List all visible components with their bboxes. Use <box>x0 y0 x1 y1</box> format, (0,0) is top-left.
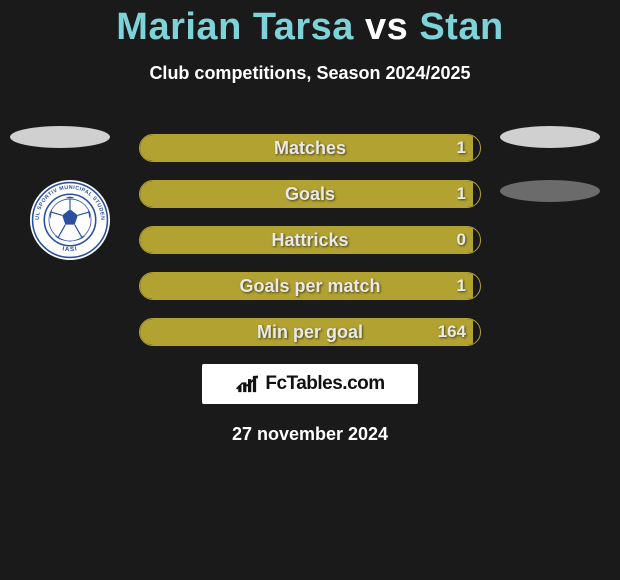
player1-name: Marian Tarsa <box>116 6 354 48</box>
stat-row: Hattricks0 <box>139 226 481 254</box>
chart-icon <box>235 373 261 395</box>
stat-value: 1 <box>457 181 466 207</box>
subtitle: Club competitions, Season 2024/2025 <box>0 63 620 84</box>
player2-name: Stan <box>419 6 503 48</box>
decorative-ellipse-left <box>10 126 110 148</box>
stat-label: Matches <box>140 135 480 161</box>
stat-row: Goals per match1 <box>139 272 481 300</box>
stat-label: Hattricks <box>140 227 480 253</box>
decorative-ellipse-right-top <box>500 126 600 148</box>
stat-value: 1 <box>457 273 466 299</box>
stat-value: 0 <box>457 227 466 253</box>
club-badge: CLUBUL SPORTIV MUNICIPAL STUDENTESC IASI <box>20 178 120 262</box>
page-title: Marian Tarsa vs Stan <box>0 0 620 49</box>
branding-badge[interactable]: FcTables.com <box>202 364 418 404</box>
badge-ring-bottom: IASI <box>62 245 79 253</box>
stat-row: Min per goal164 <box>139 318 481 346</box>
svg-text:IASI: IASI <box>62 245 79 253</box>
branding-text: FcTables.com <box>265 373 384 395</box>
date-text: 27 november 2024 <box>0 424 620 445</box>
stat-value: 164 <box>438 319 466 345</box>
stat-label: Goals per match <box>140 273 480 299</box>
stat-row: Matches1 <box>139 134 481 162</box>
vs-text: vs <box>365 6 408 48</box>
stat-value: 1 <box>457 135 466 161</box>
stat-label: Min per goal <box>140 319 480 345</box>
decorative-ellipse-right-mid <box>500 180 600 202</box>
stat-row: Goals1 <box>139 180 481 208</box>
stat-label: Goals <box>140 181 480 207</box>
stats-table: Matches1Goals1Hattricks0Goals per match1… <box>139 134 481 346</box>
